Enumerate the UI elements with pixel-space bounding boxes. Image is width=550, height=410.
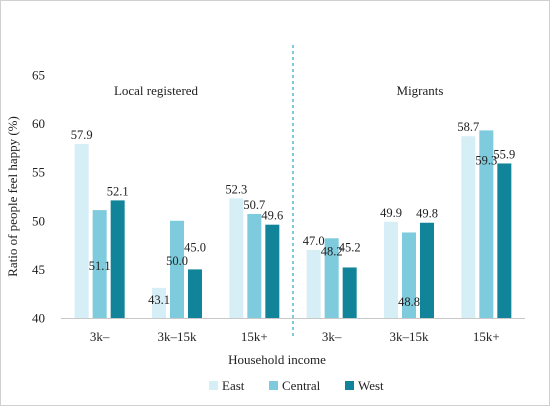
panel-title: Local registered	[114, 83, 199, 98]
data-label: 49.9	[380, 206, 402, 220]
y-tick-label: 50	[32, 213, 45, 228]
legend-swatch-central	[269, 381, 278, 390]
bar-west	[497, 163, 512, 318]
legend-label-central: Central	[282, 378, 321, 393]
bar-central	[247, 213, 262, 318]
bar-east	[461, 136, 476, 318]
x-axis-title: Household income	[228, 352, 326, 367]
bar-west	[265, 224, 280, 318]
data-label: 57.9	[71, 128, 93, 142]
data-label: 55.9	[493, 147, 515, 161]
data-label: 59.3	[475, 153, 497, 167]
x-tick-label: 3k–15k	[390, 329, 430, 344]
data-label: 52.3	[225, 182, 247, 196]
x-tick-label: 3k–15k	[158, 329, 198, 344]
bar-east	[152, 287, 166, 318]
x-tick-label: 3k–	[90, 329, 110, 344]
bar-east	[306, 249, 321, 318]
legend-label-west: West	[358, 378, 384, 393]
y-tick-label: 60	[32, 116, 45, 131]
data-label: 51.1	[89, 259, 111, 273]
bar-west	[188, 269, 202, 318]
data-label: 48.8	[398, 295, 420, 309]
data-label: 47.0	[303, 234, 325, 248]
bar-west	[110, 200, 125, 318]
bar-east	[229, 198, 244, 318]
bar-east	[74, 144, 89, 318]
data-label: 48.2	[321, 244, 343, 258]
bar-central	[402, 232, 416, 318]
x-tick-label: 3k–	[322, 329, 342, 344]
bar-west	[420, 222, 434, 318]
bar-west	[342, 267, 357, 318]
legend-label-east: East	[222, 378, 245, 393]
x-tick-label: 15k+	[473, 329, 500, 344]
y-axis-title: Ratio of people feel happy (%)	[5, 116, 20, 277]
panel-title: Migrants	[397, 83, 444, 98]
bar-east	[384, 221, 398, 318]
data-label: 45.0	[184, 240, 206, 254]
data-label: 52.1	[107, 184, 129, 198]
y-tick-label: 55	[32, 165, 45, 180]
data-label: 50.0	[166, 254, 188, 268]
y-tick-label: 45	[32, 262, 45, 277]
legend-swatch-west	[345, 381, 354, 390]
y-tick-label: 65	[32, 68, 45, 83]
x-tick-label: 15k+	[241, 329, 268, 344]
legend-swatch-east	[209, 381, 218, 390]
data-label: 49.6	[261, 209, 283, 223]
y-tick-label: 40	[32, 311, 45, 326]
data-label: 49.8	[416, 207, 438, 221]
bar-central	[170, 220, 184, 318]
data-label: 45.2	[339, 240, 361, 254]
data-label: 50.7	[243, 198, 265, 212]
bar-central	[324, 238, 339, 318]
data-label: 58.7	[457, 120, 479, 134]
data-label: 43.1	[148, 293, 170, 307]
bar-central	[479, 130, 494, 318]
bar-central	[92, 210, 107, 318]
